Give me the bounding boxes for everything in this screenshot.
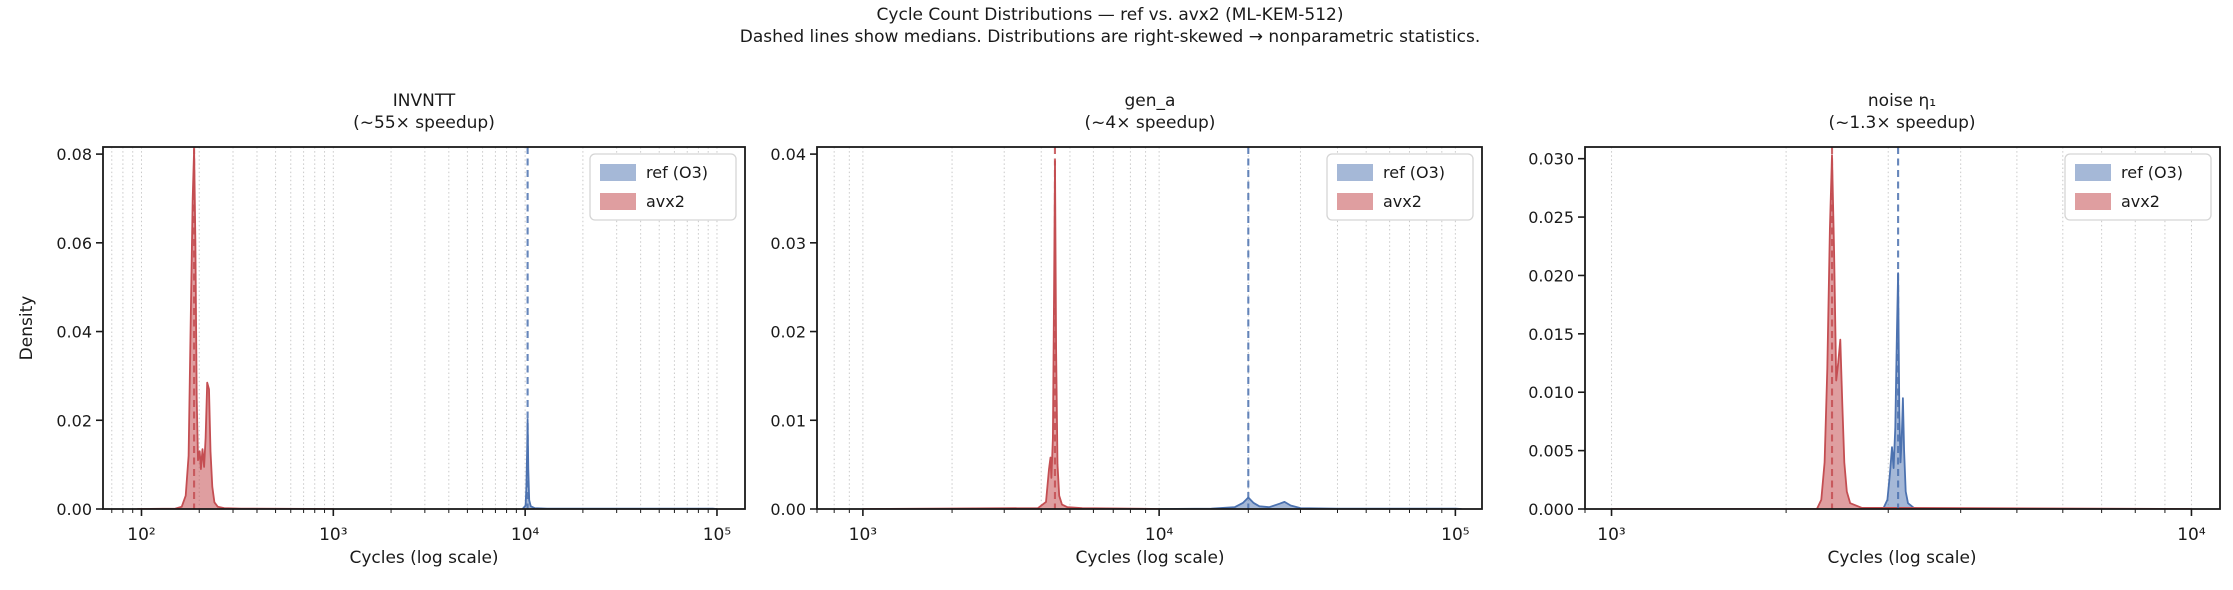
- subplot-title-line2: (~1.3× speedup): [1828, 113, 1976, 133]
- legend-swatch-avx2: [600, 193, 636, 210]
- y-tick-label: 0.04: [770, 145, 806, 164]
- x-tick-label: 10²: [127, 525, 155, 545]
- y-tick-label: 0.02: [770, 323, 806, 342]
- kde-fill-ref: [1883, 273, 1922, 509]
- x-tick-label: 10³: [319, 525, 347, 545]
- y-tick-label: 0.01: [770, 411, 806, 430]
- y-tick-label: 0.08: [56, 145, 92, 164]
- legend-label-avx2: avx2: [1383, 192, 1422, 211]
- y-tick-label: 0.020: [1528, 266, 1574, 285]
- y-tick-label: 0.02: [56, 411, 92, 430]
- y-tick-label: 0.030: [1528, 150, 1574, 169]
- kde-fill-avx2: [862, 161, 1160, 509]
- x-tick-label: 10³: [849, 525, 877, 545]
- legend-label-ref: ref (O3): [1383, 163, 1445, 182]
- subplot-title-line1: INVNTT: [392, 91, 456, 111]
- x-tick-label: 10⁵: [1441, 525, 1469, 545]
- y-tick-label: 0.00: [770, 500, 806, 519]
- y-tick-label: 0.06: [56, 234, 92, 253]
- kde-line-ref: [1159, 496, 1462, 509]
- kde-line-avx2: [862, 160, 1160, 509]
- subplot-title-line2: (~55× speedup): [353, 113, 495, 133]
- x-tick-label: 10⁵: [703, 525, 731, 545]
- legend-swatch-ref: [1337, 164, 1373, 181]
- x-axis-label: Cycles (log scale): [1075, 548, 1225, 568]
- figure-title: Cycle Count Distributions — ref vs. avx2…: [876, 5, 1344, 25]
- kde-fill-ref: [522, 419, 717, 509]
- y-tick-label: 0.010: [1528, 383, 1574, 402]
- axes-frame: [102, 146, 746, 510]
- legend-swatch-ref: [600, 164, 636, 181]
- kde-line-avx2: [137, 148, 334, 509]
- subplot-invntt: 10² 10³ 10⁴ 10⁵ 0.00 0.02 0.04 0.06 0.08 ref (O3)…: [56, 145, 746, 545]
- legend-label-avx2: avx2: [646, 192, 685, 211]
- x-tick-label: 10⁴: [2177, 525, 2206, 545]
- y-tick-label: 0.000: [1528, 500, 1574, 519]
- y-tick-label: 0.015: [1528, 325, 1574, 344]
- legend-swatch-avx2: [2075, 193, 2111, 210]
- legend-label-avx2: avx2: [2121, 192, 2160, 211]
- y-tick-label: 0.04: [56, 323, 92, 342]
- kde-line-ref: [521, 418, 718, 509]
- figure-subtitle: Dashed lines show medians. Distributions…: [739, 27, 1481, 47]
- kde-line-ref: [1882, 272, 1922, 509]
- x-axis-label: Cycles (log scale): [349, 548, 499, 568]
- y-tick-label: 0.00: [56, 500, 92, 519]
- axes-frame: [1584, 146, 2221, 510]
- x-tick-label: 10³: [1597, 525, 1625, 545]
- x-axis-label: Cycles (log scale): [1827, 548, 1977, 568]
- subplot-title-gen-a: gen_a (~4× speedup): [1085, 90, 1216, 134]
- subplot-title-invntt: INVNTT (~55× speedup): [353, 90, 495, 134]
- kde-line-avx2: [1611, 154, 2192, 509]
- subplot-title-line1: gen_a: [1124, 91, 1176, 111]
- x-tick-label: 10⁴: [1145, 525, 1174, 545]
- legend-label-ref: ref (O3): [646, 163, 708, 182]
- legend-label-ref: ref (O3): [2121, 163, 2183, 182]
- y-tick-label: 0.03: [770, 234, 806, 253]
- subplot-gen-a: 10³ 10⁴ 10⁵ 0.00 0.01 0.02 0.03 0.04 ref (O3) avx…: [770, 145, 1483, 545]
- subplot-title-line2: (~4× speedup): [1084, 113, 1216, 133]
- x-tick-label: 10⁴: [511, 525, 540, 545]
- legend-swatch-ref: [2075, 164, 2111, 181]
- y-tick-label: 0.025: [1528, 208, 1574, 227]
- axes-frame: [816, 146, 1483, 510]
- subplot-title-line1: noise η₁: [1867, 91, 1937, 111]
- subplot-title-noise-eta1: noise η₁ (~1.3× speedup): [1828, 90, 1975, 134]
- y-tick-label: 0.005: [1528, 442, 1574, 461]
- kde-fill-ref: [1159, 497, 1462, 509]
- legend-swatch-avx2: [1337, 193, 1373, 210]
- subplot-noise-eta1: 10³ 10⁴ 0.000 0.005 0.010 0.015 0.020 0.025 0.03…: [1528, 146, 2221, 545]
